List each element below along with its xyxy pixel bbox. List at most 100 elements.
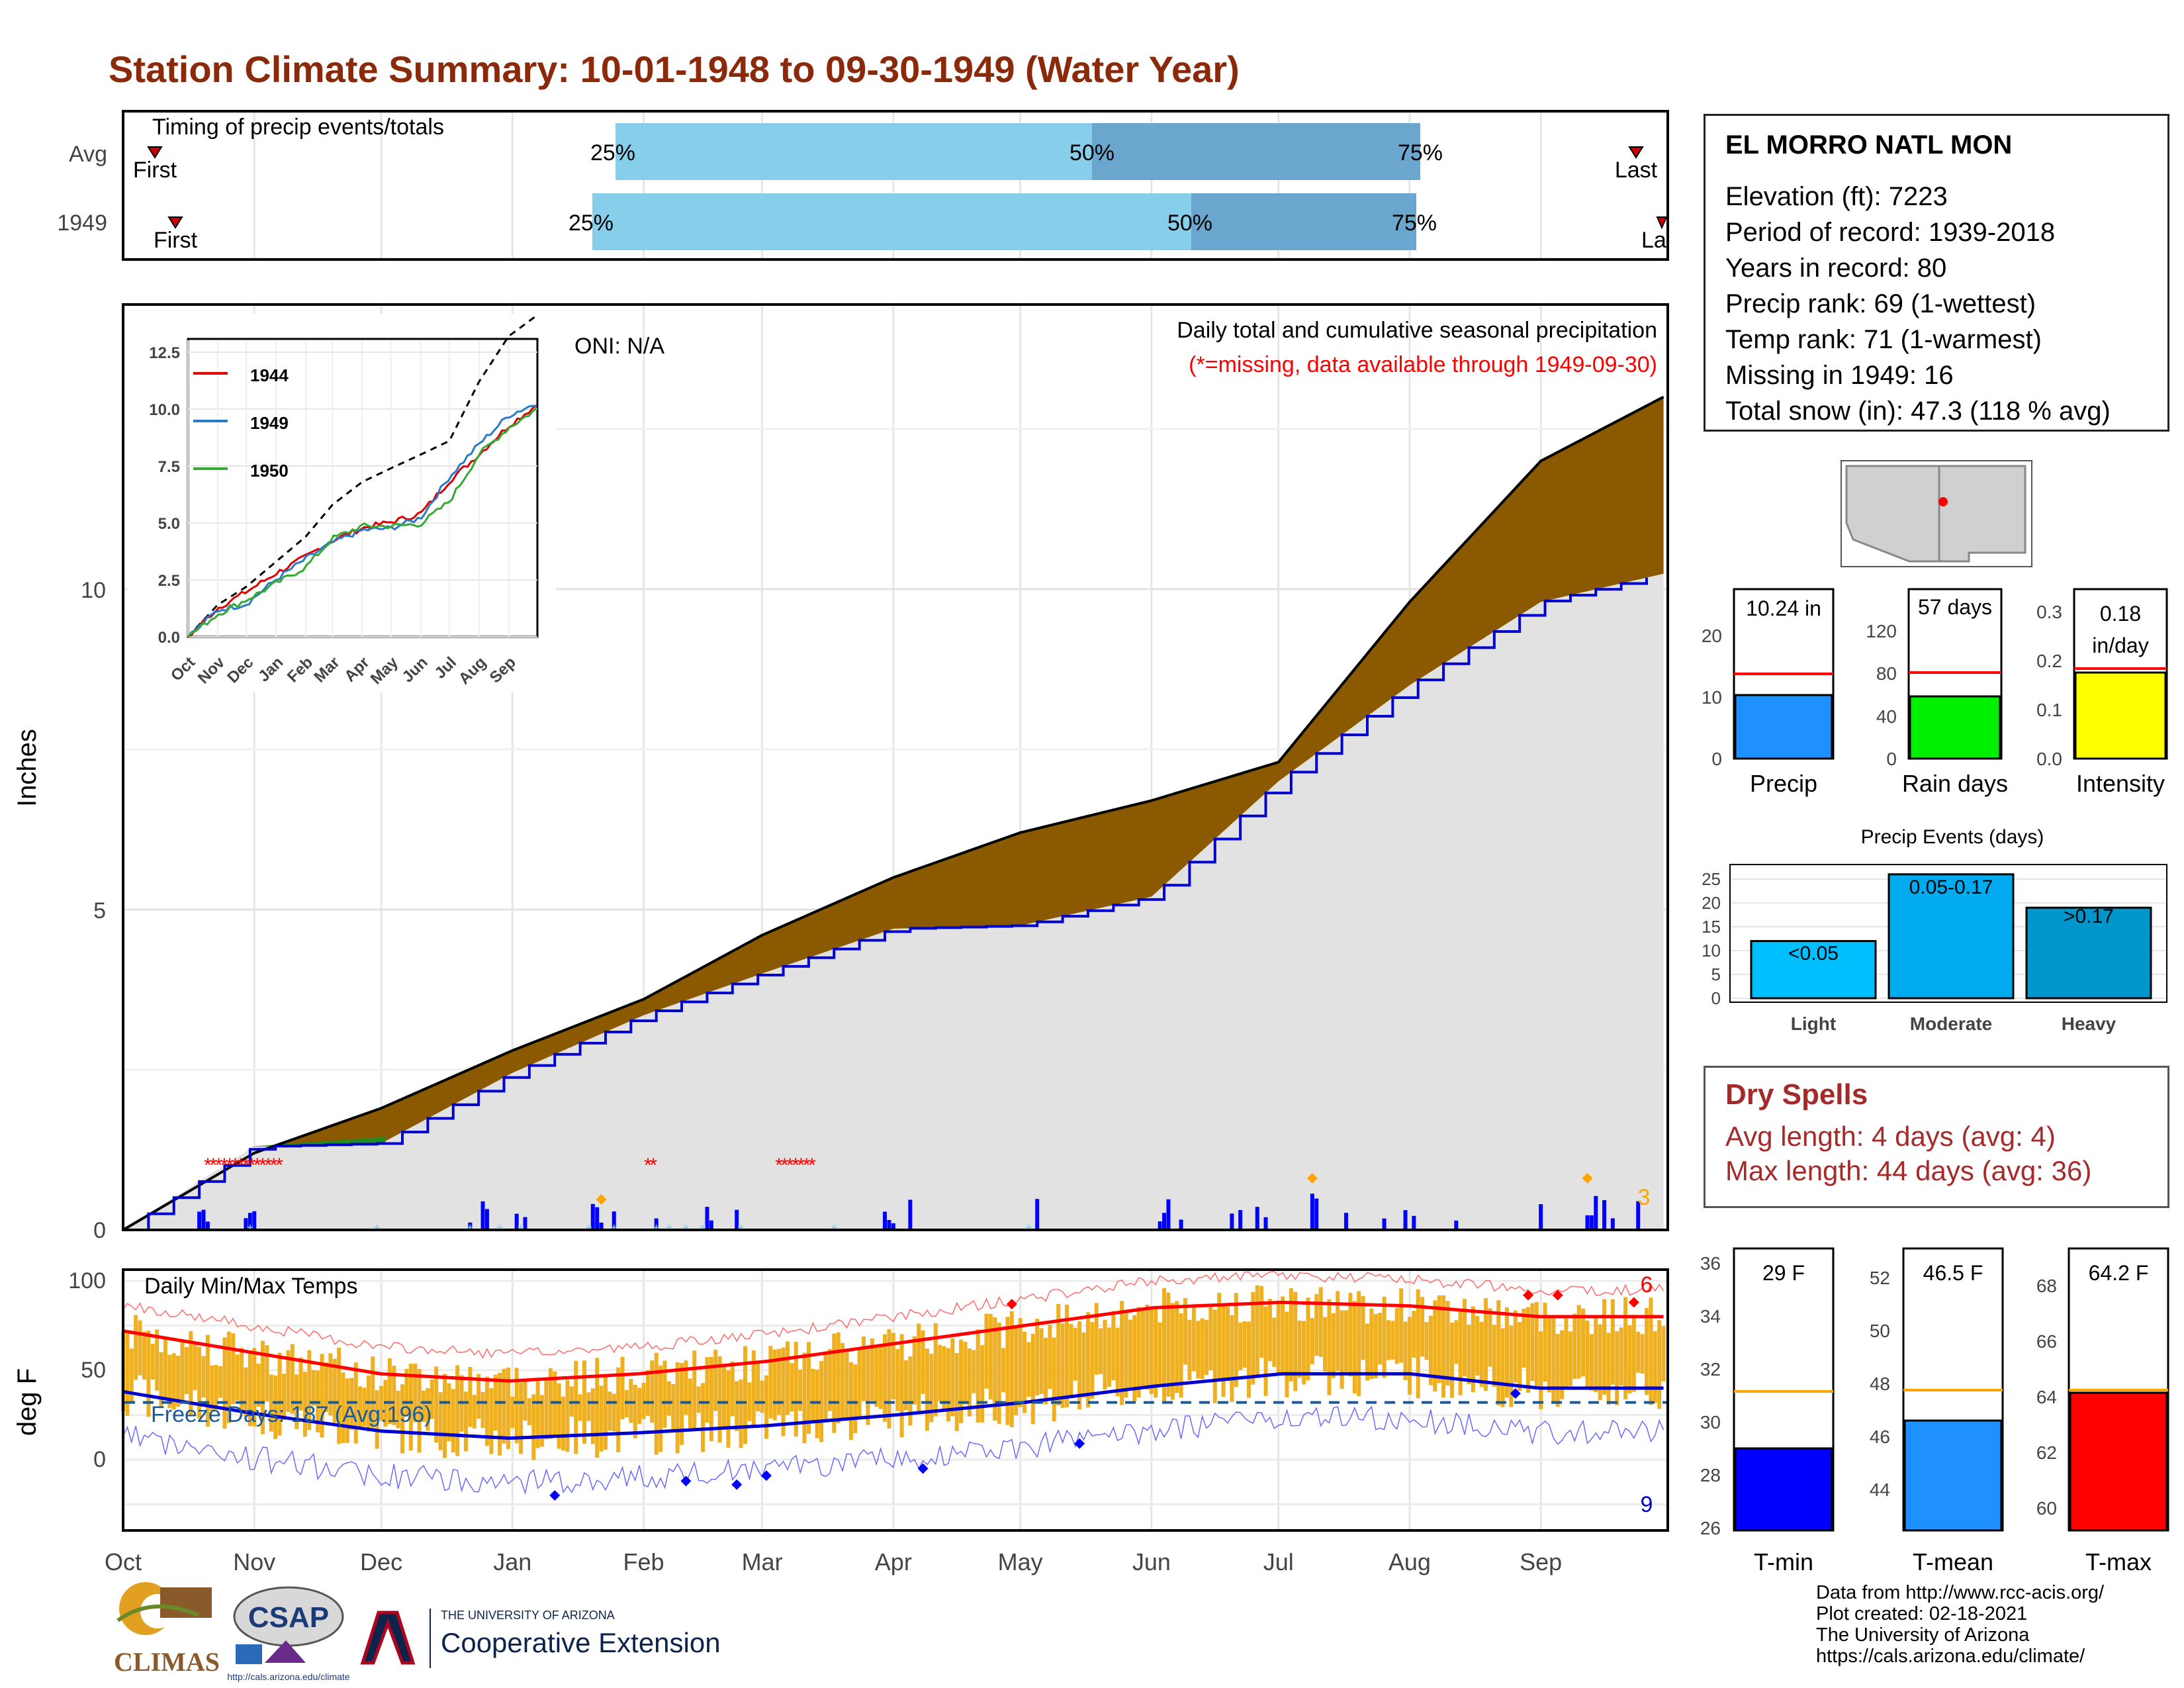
daily-temp-bar	[819, 1361, 824, 1442]
daily-precip-bar	[1158, 1221, 1162, 1229]
int-ytick-c: 0.2	[2036, 651, 2062, 671]
daily-temp-bar	[684, 1360, 688, 1415]
precip-surplus-area	[250, 1137, 386, 1147]
daily-precip-bar	[891, 1223, 895, 1229]
tmin-ytick-a: 26	[1700, 1518, 1721, 1538]
timing-row-1949: 1949	[57, 211, 107, 236]
daily-temp-bar	[548, 1368, 553, 1439]
daily-temp-bar	[358, 1386, 363, 1427]
daily-temp-bar	[184, 1347, 189, 1395]
daily-precip-bar	[654, 1218, 659, 1229]
daily-temp-bar	[506, 1367, 510, 1450]
station-name: EL MORRO NATL MON	[1725, 130, 2013, 160]
daily-temp-bar	[1340, 1310, 1344, 1389]
daily-temp-bar	[586, 1392, 591, 1421]
daily-precip-bar	[883, 1211, 887, 1229]
precip-total-bar	[1734, 694, 1833, 760]
daily-temp-bar	[1094, 1303, 1099, 1375]
daily-temp-bar	[463, 1391, 468, 1452]
daily-temp-bar	[1564, 1317, 1569, 1387]
daily-temp-bar	[502, 1369, 506, 1444]
inset-ytick: 12.5	[149, 344, 180, 362]
daily-precip-bar	[1403, 1210, 1408, 1229]
daily-temp-bar	[396, 1390, 400, 1429]
timing-avg-p25: 25%	[590, 140, 635, 165]
missing-marker: *	[253, 1154, 261, 1176]
daily-temp-bar	[650, 1360, 655, 1423]
daily-temp-bar	[1242, 1321, 1247, 1368]
daily-temp-bar	[1026, 1342, 1031, 1397]
daily-temp-bar	[1551, 1317, 1556, 1403]
daily-temp-bar	[1099, 1328, 1103, 1374]
daily-temp-bar	[240, 1348, 244, 1410]
daily-temp-bar	[214, 1365, 218, 1410]
daily-temp-bar	[1009, 1311, 1014, 1428]
daily-temp-bar	[1154, 1308, 1158, 1398]
credit-created: Plot created: 02-18-2021	[1816, 1603, 2028, 1624]
tmin-ytick-d: 32	[1700, 1359, 1721, 1380]
daily-temp-bar	[874, 1347, 879, 1407]
daily-temp-bar	[891, 1333, 895, 1399]
missing-marker: *	[209, 1154, 217, 1176]
daily-temp-bar	[345, 1378, 349, 1443]
daily-temp-bar	[1445, 1301, 1450, 1386]
daily-precip-bar	[1636, 1201, 1641, 1229]
daily-temp-bar	[286, 1350, 291, 1413]
daily-temp-bar	[815, 1370, 819, 1438]
daily-temp-bar	[794, 1342, 798, 1437]
daily-temp-bar	[1576, 1305, 1581, 1379]
daily-temp-bar	[1175, 1301, 1179, 1393]
station-map	[1841, 460, 2032, 567]
credit-source: Data from http://www.rcc-acis.org/	[1816, 1582, 2105, 1603]
daily-temp-bar	[1513, 1310, 1518, 1383]
daily-temp-bar	[273, 1375, 278, 1439]
daily-temp-bar	[341, 1372, 345, 1443]
daily-temp-bar	[387, 1358, 392, 1425]
daily-temp-bar	[1661, 1326, 1666, 1382]
record-high-marker	[1522, 1289, 1533, 1301]
int-ytick-b: 0.1	[2036, 700, 2062, 720]
daily-temp-bar	[1555, 1333, 1560, 1407]
daily-temp-bar	[1361, 1295, 1365, 1360]
daily-temp-bar	[1314, 1293, 1319, 1356]
precip-ytick-10: 10	[81, 578, 106, 603]
daily-temp-bar	[802, 1352, 807, 1444]
inset-legend-1950: 1950	[250, 461, 289, 481]
daily-precip-bar	[1255, 1207, 1259, 1229]
temp-ytick-50: 50	[81, 1358, 106, 1383]
missing-marker: *	[792, 1154, 799, 1176]
dry-spells-max: Max length: 44 days (avg: 36)	[1725, 1155, 2092, 1186]
station-elevation: Elevation (ft): 7223	[1725, 182, 1948, 211]
daily-temp-bar	[832, 1333, 837, 1433]
daily-precip-bar	[252, 1211, 257, 1229]
month-label: Jun	[1132, 1548, 1171, 1575]
tmin-ytick-e: 34	[1700, 1306, 1721, 1327]
events-range-heavy: >0.17	[2064, 906, 2114, 927]
timing-panel: Timing of precip events/totals Avg 1949 …	[57, 110, 1669, 261]
timing-1949-bar-early	[592, 193, 1191, 250]
inset-ytick: 0.0	[158, 629, 180, 647]
daily-temp-bar	[1179, 1313, 1183, 1398]
precip-summary-label: Precip	[1750, 770, 1817, 797]
tmax-ytick-c: 64	[2036, 1387, 2057, 1407]
daily-temp-bar	[451, 1389, 455, 1453]
daily-temp-bar	[870, 1338, 874, 1401]
daily-temp-bar	[662, 1360, 667, 1428]
daily-temp-bar	[1594, 1317, 1598, 1393]
daily-temp-bar	[1394, 1308, 1399, 1364]
daily-temp-bar	[1217, 1292, 1222, 1381]
daily-temp-bar	[751, 1350, 756, 1427]
precip-panel: ************** ** ******** * * * * * * * * * * * * * In…	[13, 303, 1669, 1243]
temp-summary-tmin: 29 F 26 28 30 32 34 36 T-min	[1700, 1247, 1835, 1575]
daily-temp-bar	[1412, 1311, 1416, 1358]
daily-temp-bar	[836, 1332, 841, 1423]
events-ytick: 20	[1702, 893, 1721, 913]
daily-temp-bar	[1623, 1297, 1628, 1400]
daily-precip-bar	[590, 1203, 595, 1229]
daily-temp-bar	[193, 1344, 197, 1391]
daily-temp-bar	[535, 1380, 540, 1448]
daily-temp-bar	[1496, 1300, 1501, 1406]
intensity-label: Intensity	[2076, 770, 2165, 797]
daily-temp-bar	[582, 1360, 587, 1444]
timing-avg-last-marker	[1628, 146, 1644, 159]
